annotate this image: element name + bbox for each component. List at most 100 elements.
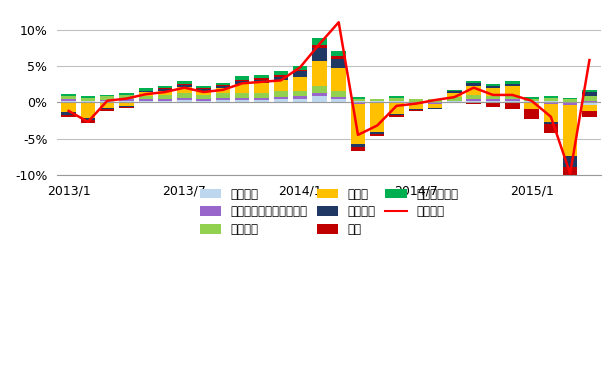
Bar: [177, 93, 192, 98]
Bar: [139, 92, 153, 96]
Bar: [62, 94, 76, 96]
Bar: [120, 98, 134, 101]
Bar: [312, 48, 326, 61]
Bar: [408, 98, 423, 99]
Bar: [544, 98, 558, 101]
Bar: [177, 100, 192, 102]
Bar: [351, 101, 365, 102]
Bar: [447, 90, 461, 91]
Bar: [582, 102, 597, 105]
Bar: [428, 108, 442, 109]
Bar: [312, 45, 326, 48]
Bar: [563, 105, 577, 156]
Bar: [563, 156, 577, 167]
Bar: [197, 88, 211, 89]
Bar: [505, 86, 519, 95]
Bar: [139, 91, 153, 92]
Bar: [351, 97, 365, 98]
Bar: [139, 99, 153, 101]
Bar: [389, 101, 403, 102]
Bar: [81, 120, 95, 123]
Bar: [274, 74, 288, 77]
Bar: [293, 98, 307, 102]
Bar: [254, 78, 269, 80]
Bar: [177, 85, 192, 87]
Bar: [100, 101, 115, 102]
Bar: [505, 99, 519, 101]
Bar: [428, 99, 442, 102]
Bar: [389, 98, 403, 101]
Bar: [139, 96, 153, 99]
Bar: [312, 96, 326, 102]
Bar: [216, 100, 230, 102]
Bar: [331, 68, 346, 91]
Bar: [563, 167, 577, 181]
Bar: [100, 96, 115, 100]
Bar: [254, 80, 269, 83]
Bar: [351, 147, 365, 151]
Bar: [274, 91, 288, 97]
Bar: [486, 96, 500, 99]
Bar: [408, 103, 423, 104]
Bar: [582, 101, 597, 102]
Bar: [466, 86, 481, 95]
Bar: [197, 99, 211, 101]
Bar: [563, 102, 577, 103]
Bar: [408, 104, 423, 110]
Bar: [370, 132, 384, 134]
Bar: [216, 85, 230, 86]
Bar: [62, 99, 76, 101]
Bar: [197, 95, 211, 99]
Bar: [447, 97, 461, 101]
Bar: [505, 84, 519, 86]
Bar: [312, 61, 326, 86]
Bar: [331, 99, 346, 102]
Bar: [447, 93, 461, 97]
Bar: [447, 102, 461, 103]
Bar: [81, 96, 95, 98]
Bar: [466, 101, 481, 102]
Bar: [177, 98, 192, 100]
Bar: [293, 71, 307, 77]
Bar: [100, 108, 115, 110]
Bar: [235, 80, 249, 81]
Bar: [274, 97, 288, 99]
Bar: [62, 112, 76, 115]
Bar: [331, 97, 346, 99]
Bar: [563, 99, 577, 102]
Legend: 各種商品, 織物・衣服・身の回り品, 飲食料品, 自動車, 機械器具, 燃料, 医薬品化粧品, 小売業計: 各種商品, 織物・衣服・身の回り品, 飲食料品, 自動車, 機械器具, 燃料, …: [200, 188, 458, 236]
Bar: [466, 99, 481, 101]
Bar: [389, 96, 403, 98]
Bar: [81, 101, 95, 102]
Bar: [524, 109, 539, 110]
Bar: [120, 95, 134, 98]
Bar: [370, 103, 384, 132]
Bar: [563, 98, 577, 99]
Bar: [370, 98, 384, 99]
Bar: [254, 83, 269, 93]
Bar: [293, 77, 307, 91]
Bar: [486, 101, 500, 102]
Bar: [466, 95, 481, 99]
Bar: [312, 86, 326, 93]
Bar: [274, 99, 288, 102]
Bar: [120, 107, 134, 108]
Bar: [216, 83, 230, 85]
Bar: [331, 59, 346, 68]
Bar: [389, 102, 403, 103]
Bar: [428, 102, 442, 103]
Bar: [428, 104, 442, 108]
Bar: [466, 81, 481, 83]
Bar: [235, 76, 249, 80]
Bar: [254, 75, 269, 78]
Bar: [216, 86, 230, 88]
Bar: [544, 101, 558, 102]
Bar: [582, 105, 597, 111]
Bar: [544, 104, 558, 122]
Bar: [100, 100, 115, 101]
Bar: [582, 92, 597, 96]
Bar: [216, 88, 230, 93]
Bar: [177, 84, 192, 85]
Bar: [197, 86, 211, 88]
Bar: [235, 81, 249, 84]
